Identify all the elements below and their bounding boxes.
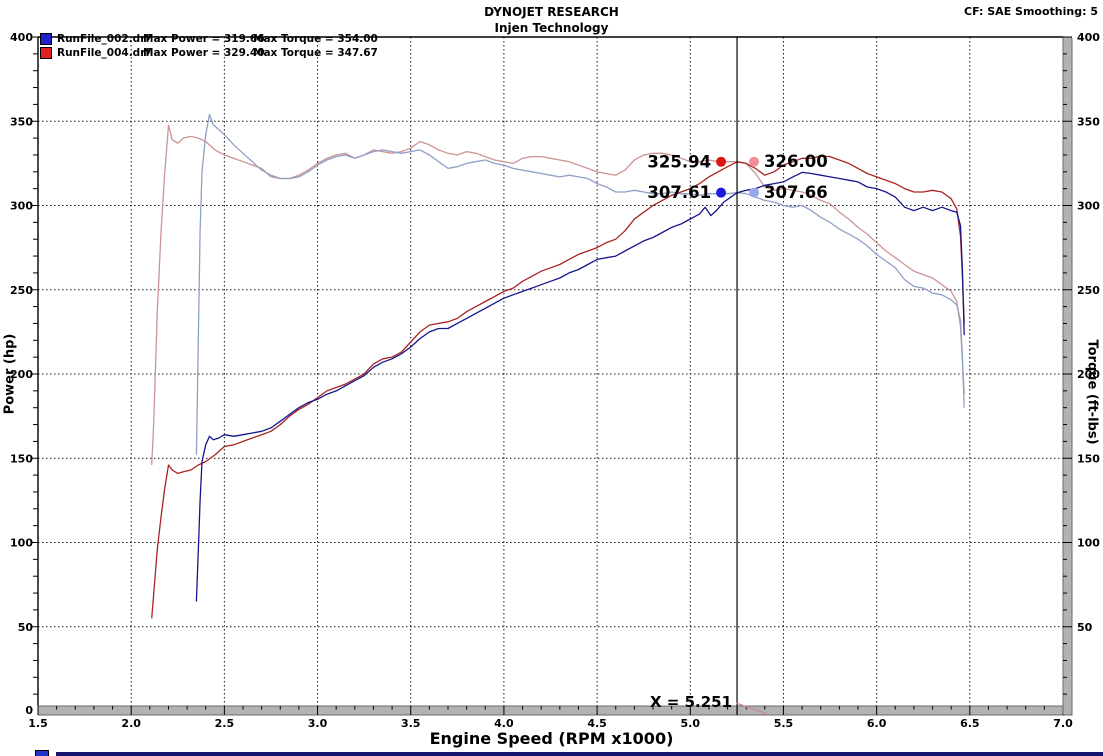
y-right-tick-label: 100	[1077, 537, 1100, 550]
y-right-tick-label: 150	[1077, 452, 1100, 465]
legend-row-runfile-002: RunFile_002.drf Max Power = 319.66 Max T…	[40, 32, 378, 46]
y-axis-right-title: Torque (ft-lbs)	[1084, 339, 1100, 445]
y-right-tick-label: 200	[1077, 368, 1100, 381]
curve-torque-runfile-004	[151, 124, 965, 466]
x-tick-label: 6.5	[960, 717, 980, 730]
x-tick-label: 3.0	[308, 717, 328, 730]
x-tick-label: 5.0	[681, 717, 701, 730]
legend-run-file: RunFile_002.drf	[57, 33, 150, 45]
x-tick-label: 5.5	[774, 717, 794, 730]
x-tick-label: 2.0	[121, 717, 141, 730]
curve-torque-runfile-002	[195, 113, 965, 455]
y-left-tick-label: 400	[10, 31, 33, 44]
x-tick-label: 6.0	[867, 717, 887, 730]
y-axis-left-title: Power (hp)	[2, 333, 18, 415]
x-tick-label: 2.5	[215, 717, 235, 730]
x-tick-label: 3.5	[401, 717, 421, 730]
page-title: DYNOJET RESEARCH	[484, 5, 619, 19]
cutoff-band	[56, 752, 1103, 756]
run-color-swatch-blue	[40, 33, 52, 45]
cursor-marker-dot	[716, 187, 727, 198]
curve-power-runfile-004	[151, 155, 965, 619]
y-right-tick-label: 400	[1077, 31, 1100, 44]
y-left-tick-label: 200	[10, 368, 33, 381]
y-right-tick-label: 250	[1077, 284, 1100, 297]
cursor-leader-line	[735, 702, 768, 715]
cutoff-legend-row	[0, 748, 1103, 756]
y-right-tick-label: 350	[1077, 115, 1100, 128]
x-tick-label: 7.0	[1053, 717, 1073, 730]
y-left-tick-label: 250	[10, 284, 33, 297]
cursor-marker-dot	[749, 156, 760, 167]
x-tick-label: 4.0	[494, 717, 514, 730]
x-tick-label: 4.5	[587, 717, 607, 730]
y-left-tick-label: 50	[18, 621, 34, 634]
y-left-tick-label: 300	[10, 200, 33, 213]
x-axis-ruler-band	[37, 705, 1073, 716]
cutoff-run-swatch	[35, 750, 49, 756]
legend-run-file: RunFile_004.drf	[57, 47, 150, 59]
page-subtitle: Injen Technology	[494, 21, 609, 35]
x-tick-label: 1.5	[28, 717, 48, 730]
cursor-marker-dot	[716, 156, 727, 167]
cursor-value-label: 307.61	[647, 183, 711, 202]
correction-smoothing-info: CF: SAE Smoothing: 5	[964, 5, 1098, 18]
legend-max-power: Max Power = 329.40	[143, 47, 265, 59]
curve-power-runfile-002	[195, 171, 965, 602]
cursor-value-label: 325.94	[647, 152, 711, 171]
cursor-value-label: 326.00	[764, 152, 828, 171]
legend-row-runfile-004: RunFile_004.drf Max Power = 329.40 Max T…	[40, 46, 378, 60]
legend-max-torque: Max Torque = 354.00	[253, 33, 378, 45]
y-left-tick-label: 100	[10, 537, 33, 550]
y-right-tick-label: 50	[1077, 621, 1093, 634]
plot-area[interactable]	[38, 37, 1063, 706]
cursor-marker-dot	[749, 187, 760, 198]
y-axis-right-ruler-band	[1062, 36, 1073, 716]
run-color-swatch-red	[40, 47, 52, 59]
y-left-tick-label: 350	[10, 115, 33, 128]
x-axis-title: Engine Speed (RPM x1000)	[429, 729, 674, 748]
legend-max-power: Max Power = 319.66	[143, 33, 265, 45]
legend-max-torque: Max Torque = 347.67	[253, 47, 378, 59]
y-left-zero-label: 0	[25, 704, 33, 717]
cursor-x-label: X = 5.251	[650, 693, 732, 711]
y-right-tick-label: 300	[1077, 200, 1100, 213]
run-legend: RunFile_002.drf Max Power = 319.66 Max T…	[40, 32, 378, 60]
y-left-tick-label: 150	[10, 452, 33, 465]
cursor-value-label: 307.66	[764, 183, 828, 202]
